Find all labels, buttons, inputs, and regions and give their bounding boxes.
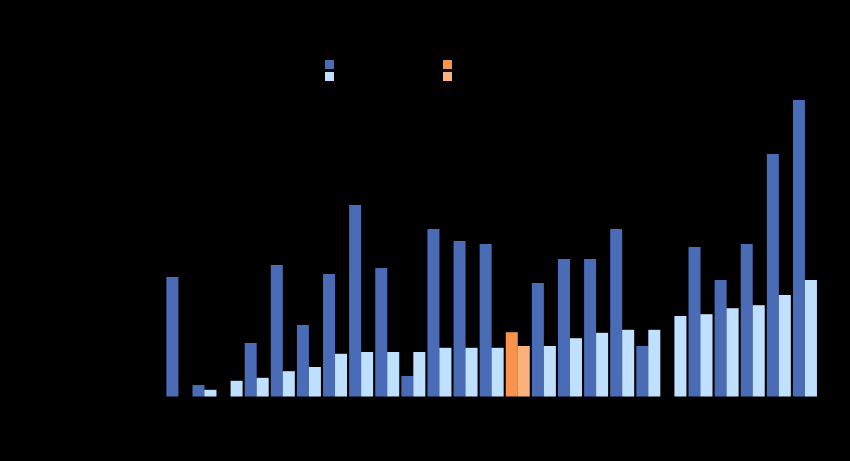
x-tick-label: IT — [121, 400, 132, 414]
bar-smes-uk — [439, 347, 452, 397]
x-tick-label: DE — [92, 400, 109, 414]
bar-large-enterprises-cy — [401, 376, 414, 397]
bar-large-enterprises-uk — [427, 229, 440, 397]
bar-smes-dk — [752, 305, 765, 397]
x-tick-label: LV — [145, 400, 159, 414]
bar-smes-se — [700, 314, 713, 397]
bar-smes-de — [569, 338, 582, 397]
legend-swatch-smes-it — [443, 72, 452, 81]
x-tick-label: LT — [641, 400, 655, 414]
x-tick-label: ES — [379, 400, 395, 414]
y-tick-label: 30% — [51, 210, 75, 224]
x-tick-label: SE — [693, 400, 709, 414]
bar-smes-cz — [778, 295, 791, 397]
bar-large-enterprises-es — [375, 268, 388, 397]
bar-smes-hu — [361, 352, 374, 397]
x-tick-label: MT — [274, 400, 292, 414]
x-tick-label: SI — [721, 400, 732, 414]
bar-smes-ro — [308, 367, 321, 397]
x-axis-ticks: DE IT LV PL LU EL BG MT RO HR HU ES CY UK AT EE IT NL DE FR… — [92, 400, 811, 414]
bar-smes-nl — [543, 346, 556, 397]
bar-large-enterprises-lt — [636, 346, 649, 397]
bar-smes-lt — [648, 329, 661, 397]
legend-label-smes-it: SMEs (IT) — [455, 71, 505, 83]
x-tick-label: EL — [223, 400, 238, 414]
bar-smes-at — [465, 347, 478, 397]
x-tick-label: CY — [405, 400, 422, 414]
x-tick-label: IE — [799, 400, 810, 414]
bar-smes-es — [387, 352, 400, 397]
y-tick-label: 40% — [51, 150, 75, 164]
legend-label-large-enterprises: Large enterprises — [337, 59, 423, 71]
bar-large-enterprises-nl — [531, 283, 544, 397]
bar-smes-si — [726, 308, 739, 397]
chart-title: Turnover from eCommerce (2015) — [299, 30, 602, 51]
bar-large-enterprises-ro — [296, 325, 309, 397]
legend-label-large-enterprises-it: Large enterprises (IT) — [455, 59, 561, 71]
y-tick-label: 10% — [51, 330, 75, 344]
bar-large-enterprises-bg — [244, 343, 257, 397]
y-tick-label: 50% — [51, 90, 75, 104]
bar-large-enterprises-at — [453, 241, 466, 397]
bar-smes-it-it — [517, 346, 530, 397]
x-tick-label: AT — [458, 400, 474, 414]
y-axis-ticks: 0% 10% 20% 30% 40% 50% — [51, 90, 75, 404]
bar-large-enterprises-fr — [584, 259, 597, 397]
bar-large-enterprises-lu — [192, 385, 205, 397]
x-tick-label: FR — [588, 400, 604, 414]
x-tick-label: NL — [536, 400, 552, 414]
x-tick-label: RO — [300, 400, 318, 414]
x-tick-label: CZ — [771, 400, 787, 414]
legend-swatch-smes — [325, 72, 334, 81]
x-tick-label: LU — [196, 400, 212, 414]
bar-smes-ie — [804, 280, 817, 397]
x-tick-label: BG — [248, 400, 266, 414]
x-tick-label: SK — [614, 400, 631, 414]
bar-smes-el — [230, 380, 243, 397]
x-tick-label: IT — [512, 400, 523, 414]
bar-smes-bg — [256, 377, 269, 397]
bar-smes-pt — [674, 316, 687, 397]
bar-large-enterprises-ee — [479, 244, 492, 397]
y-axis-label: % of total turnover — [30, 197, 44, 294]
bar-smes-lu — [204, 389, 217, 397]
bar-large-enterprises-hr — [323, 274, 336, 397]
legend-label-smes: SMEs — [337, 71, 367, 83]
bar-large-enterprises-si — [714, 280, 727, 397]
x-tick-label: HU — [352, 400, 369, 414]
x-tick-label: HR — [326, 400, 344, 414]
bar-large-enterprises-sk — [610, 229, 623, 397]
bar-large-enterprises-dk — [740, 244, 753, 397]
y-tick-label: 0% — [58, 390, 76, 404]
bars — [85, 100, 818, 398]
bar-large-enterprises-it-it — [505, 332, 518, 397]
legend-swatch-large-enterprises-it — [443, 60, 452, 69]
bar-large-enterprises-de — [557, 259, 570, 397]
bar-smes-hr — [335, 353, 348, 397]
x-tick-label: DE — [562, 400, 579, 414]
x-tick-label: EE — [484, 400, 500, 414]
bar-smes-ee — [491, 347, 504, 397]
bar-large-enterprises-se — [688, 247, 701, 397]
x-tick-label: DK — [744, 400, 762, 414]
legend-swatch-large-enterprises — [325, 60, 334, 69]
bar-large-enterprises-pl — [166, 277, 179, 397]
bar-smes-mt — [282, 371, 295, 397]
bar-smes-fr — [596, 332, 609, 397]
bar-large-enterprises-ie — [792, 100, 805, 397]
x-tick-label: UK — [431, 400, 449, 414]
bar-smes-cy — [413, 352, 426, 397]
bar-large-enterprises-hu — [349, 205, 362, 397]
x-tick-label: PT — [667, 400, 683, 414]
bar-large-enterprises-mt — [270, 265, 283, 397]
bar-smes-sk — [622, 329, 635, 397]
legend: Large enterprises Large enterprises (IT)S… — [325, 59, 561, 83]
x-tick-label: PL — [171, 400, 186, 414]
y-tick-label: 20% — [51, 270, 75, 284]
bar-large-enterprises-cz — [766, 154, 779, 397]
